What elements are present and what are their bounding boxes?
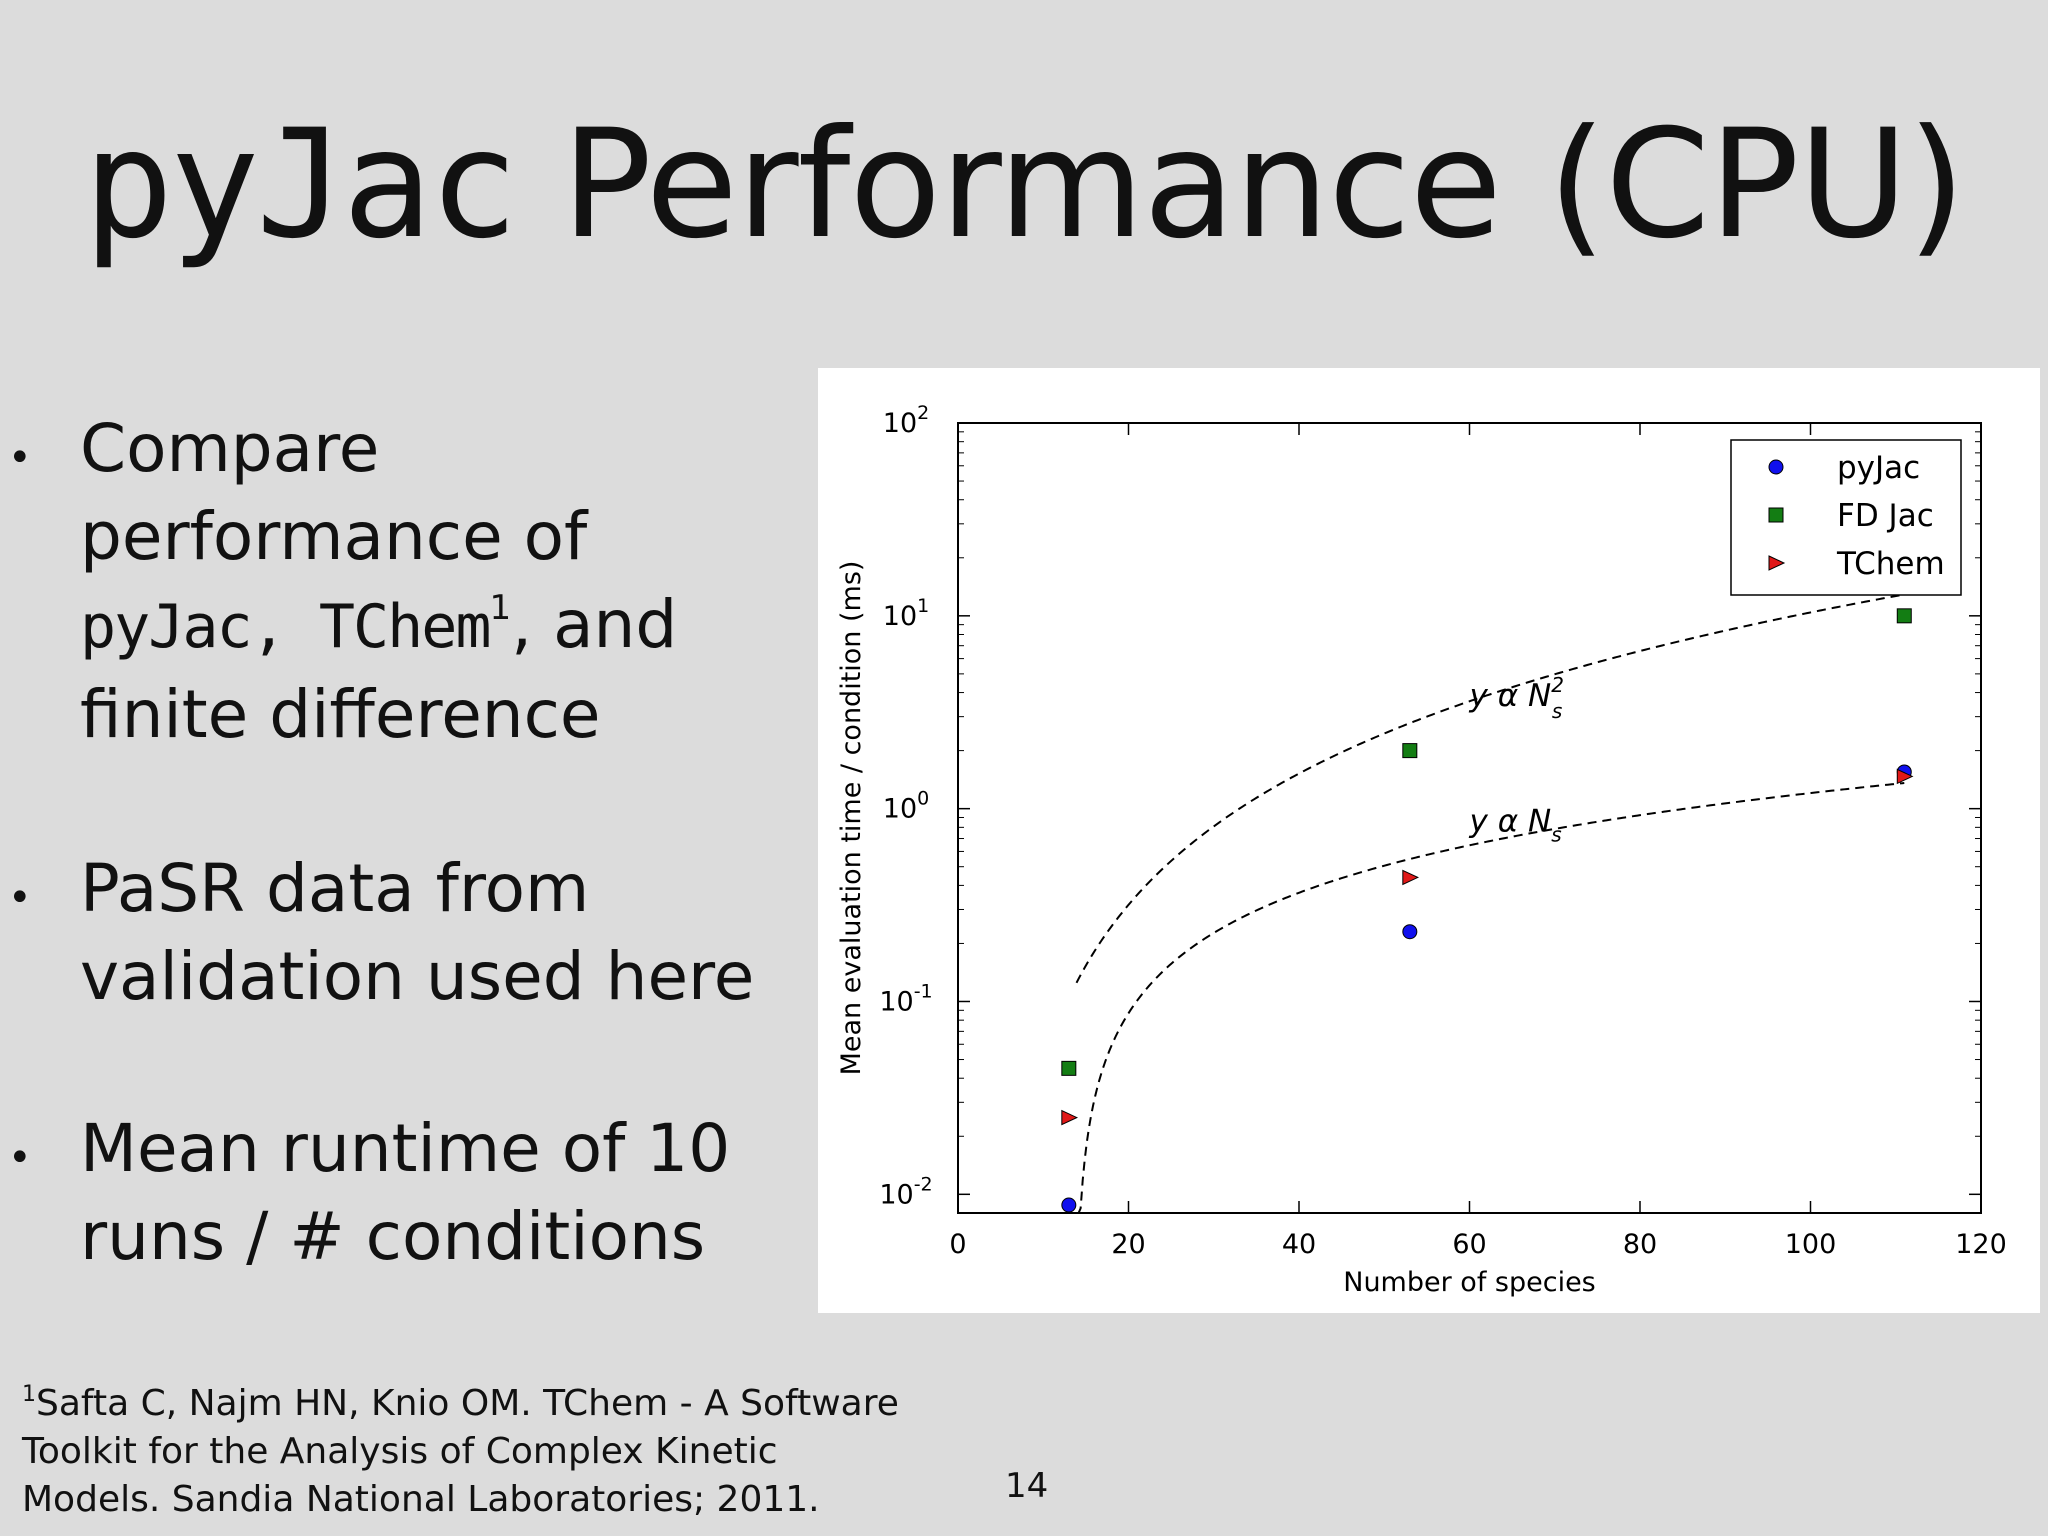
data-point-tchem [1402,869,1420,886]
data-point-fd-jac [1402,743,1418,759]
fit-label-1: y α N2 s [1469,673,1564,723]
code-pyjac: pyJac [80,592,253,662]
x-axis-label: Number of species [1343,1267,1596,1298]
data-point-pyjac [1061,1197,1077,1213]
performance-chart: 0 20 40 60 80 100 120 10-2 10-1 100 101 102 Number o… [836,402,2007,1298]
fit-curve-1 [1075,593,1905,984]
legend-label-fd-jac: FD Jac [1837,498,1934,534]
title-text: Performance (CPU) [514,98,1965,272]
bullet-text-part: Compare performance of [80,410,588,575]
chart-panel: 0 20 40 60 80 100 120 10-2 10-1 100 101 102 Number o… [818,368,2040,1313]
data-point-tchem [1061,1109,1079,1126]
slide-title: pyJac Performance (CPU) [0,95,2048,275]
bullet-dot: • [8,435,32,481]
data-point-fd-jac [1896,608,1912,624]
legend-marker-fd-jac [1768,507,1784,523]
footnote-marker: 1 [22,1382,36,1407]
x-tick-label: 60 [1452,1229,1486,1260]
footnote-text: Safta C, Najm HN, Knio OM. TChem - A Sof… [22,1383,899,1520]
page-number: 14 [1005,1466,1049,1506]
x-tick-label: 80 [1623,1229,1657,1260]
data-point-fd-jac [1061,1060,1077,1076]
bullet-text-2: PaSR data from validation used here [80,850,755,1015]
code-separator: , [250,592,319,662]
y-tick-label: 101 [883,595,929,632]
y-tick-label: 100 [883,788,929,825]
x-tick-label: 0 [949,1229,966,1260]
x-tick-label: 120 [1955,1229,2007,1260]
data-point-pyjac [1402,924,1418,940]
y-tick-label: 102 [883,402,929,439]
bullet-text-3: Mean runtime of 10 runs / # conditions [80,1110,731,1275]
x-tick-label: 40 [1282,1229,1316,1260]
y-axis-label: Mean evaluation time / condition (ms) [836,561,867,1076]
footnote-ref: 1 [489,588,512,628]
footnote: 1Safta C, Najm HN, Knio OM. TChem - A So… [22,1380,922,1524]
fit-label-2: y α Ns [1469,804,1562,847]
bullet-text-1: Compare performance of pyJac, TChem1, an… [80,405,780,759]
fit-curve-2 [1076,782,1905,1214]
bullet-text-part: , and finite difference [80,586,678,753]
legend-label-pyjac: pyJac [1837,450,1920,486]
legend-marker-tchem [1768,555,1786,571]
data-point-tchem [1896,768,1914,785]
bullet-dot: • [8,875,32,921]
x-tick-label: 20 [1111,1229,1145,1260]
code-tchem: TChem [318,592,492,662]
y-tick-label: 10-2 [879,1173,932,1210]
x-tick-label: 100 [1785,1229,1837,1260]
legend-label-tchem: TChem [1836,546,1945,582]
legend-marker-pyjac [1768,459,1784,475]
y-tick-label: 10-1 [879,980,932,1017]
bullet-dot: • [8,1135,32,1181]
title-code: pyJac [83,98,519,272]
